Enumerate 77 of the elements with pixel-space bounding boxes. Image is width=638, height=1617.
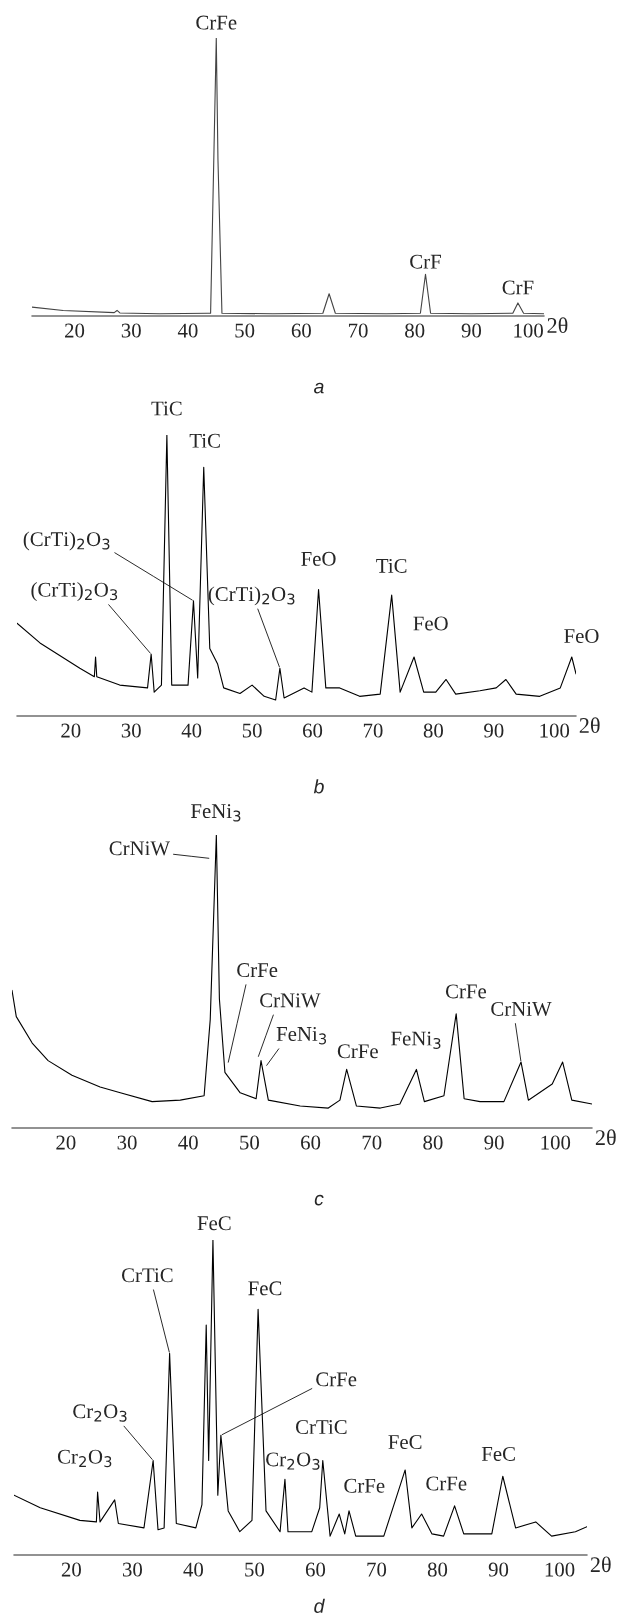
annotation: FeC [197,1216,231,1231]
x-tick-label: 100 [545,1562,575,1577]
annotation: FeNi$_{3}$ [276,1026,327,1045]
x-tick-label: 70 [362,1135,382,1150]
x-tick-label: 90 [461,323,482,338]
x-tick-label: 60 [302,723,323,738]
annotation: TiC [189,433,220,448]
annotation: CrFe [337,1044,378,1059]
x-tick-label: 80 [423,1135,443,1150]
x-tick-label: 80 [427,1562,448,1577]
text: a [314,382,324,394]
x-tick-label: 70 [367,1562,387,1577]
annotation: CrFe [426,1476,467,1491]
x-axis-title: 2θ [595,1129,616,1146]
x-tick-label: 100 [540,723,570,738]
annotation: (CrTi)$_{2}$O$_{3}$ [31,582,118,601]
annotation: FeO [564,629,599,644]
annotation: CrF [410,254,441,269]
x-tick-label: 40 [178,1135,198,1150]
annotation: FeC [248,1281,282,1296]
annotation: CrTiC [295,1420,347,1435]
annotation: FeNi$_{3}$ [391,1031,441,1049]
annotation: TiC [151,401,182,416]
x-tick-label: 30 [121,323,141,338]
x-tick-label: 30 [121,723,141,738]
x-tick-label: 100 [541,1135,571,1150]
annotation: FeC [388,1435,422,1450]
annotation: CrF [502,280,534,295]
annotation: CrTiC [121,1268,173,1283]
annotation: FeO [301,551,336,566]
annotation: CrFe [445,984,487,999]
x-tick-label: 90 [484,1135,504,1150]
x-tick-label: 60 [301,1135,321,1150]
annotation: FeC [481,1446,515,1461]
x-tick-label: 50 [235,323,255,338]
x-tick-label: 20 [56,1135,76,1150]
x-tick-label: 30 [117,1135,137,1150]
x-tick-label: 40 [183,1562,204,1577]
x-tick-label: 70 [348,323,368,338]
annotation: CrFe [316,1372,357,1387]
x-tick-label: 20 [61,723,81,738]
x-tick-label: 20 [65,323,85,338]
x-tick-label: 40 [181,723,202,738]
x-axis-title: 2θ [547,317,568,334]
x-axis-title: 2θ [590,1556,611,1573]
x-tick-label: 40 [177,323,198,338]
x-tick-label: 60 [305,1562,326,1577]
x-tick-label: 50 [245,1562,265,1577]
annotation: CrFe [237,963,278,978]
x-axis-title: 2θ [579,717,600,734]
annotation: Cr$_{2}$O$_{3}$ [73,1404,127,1422]
x-tick-label: 80 [405,323,425,338]
annotation: CrFe [344,1478,385,1493]
annotation: CrFe [196,15,237,30]
text: d [314,1598,325,1614]
x-tick-label: 50 [242,723,262,738]
annotation: FeNi$_{3}$ [191,804,241,822]
annotation: FeO [413,616,448,631]
annotation: CrNiW [109,841,171,856]
x-tick-label: 90 [484,723,504,738]
text: b [313,779,324,794]
text: c [314,1194,324,1206]
x-tick-label: 70 [363,723,383,738]
annotation: Cr$_{2}$O$_{3}$ [57,1449,112,1468]
x-tick-label: 50 [240,1135,260,1150]
annotation: (CrTi)$_{2}$O$_{3}$ [23,531,110,551]
x-tick-label: 90 [488,1562,509,1577]
annotation: (CrTi)$_{2}$O$_{3}$ [208,586,295,606]
annotation: TiC [376,558,407,573]
x-tick-label: 20 [61,1562,81,1577]
x-tick-label: 100 [514,323,543,338]
annotation: Cr$_{2}$O$_{3}$ [266,1452,320,1470]
annotation: CrNiW [491,1001,552,1017]
x-tick-label: 30 [122,1562,143,1577]
x-tick-label: 80 [423,723,443,738]
annotation: CrNiW [260,993,321,1008]
x-tick-label: 60 [291,323,311,338]
